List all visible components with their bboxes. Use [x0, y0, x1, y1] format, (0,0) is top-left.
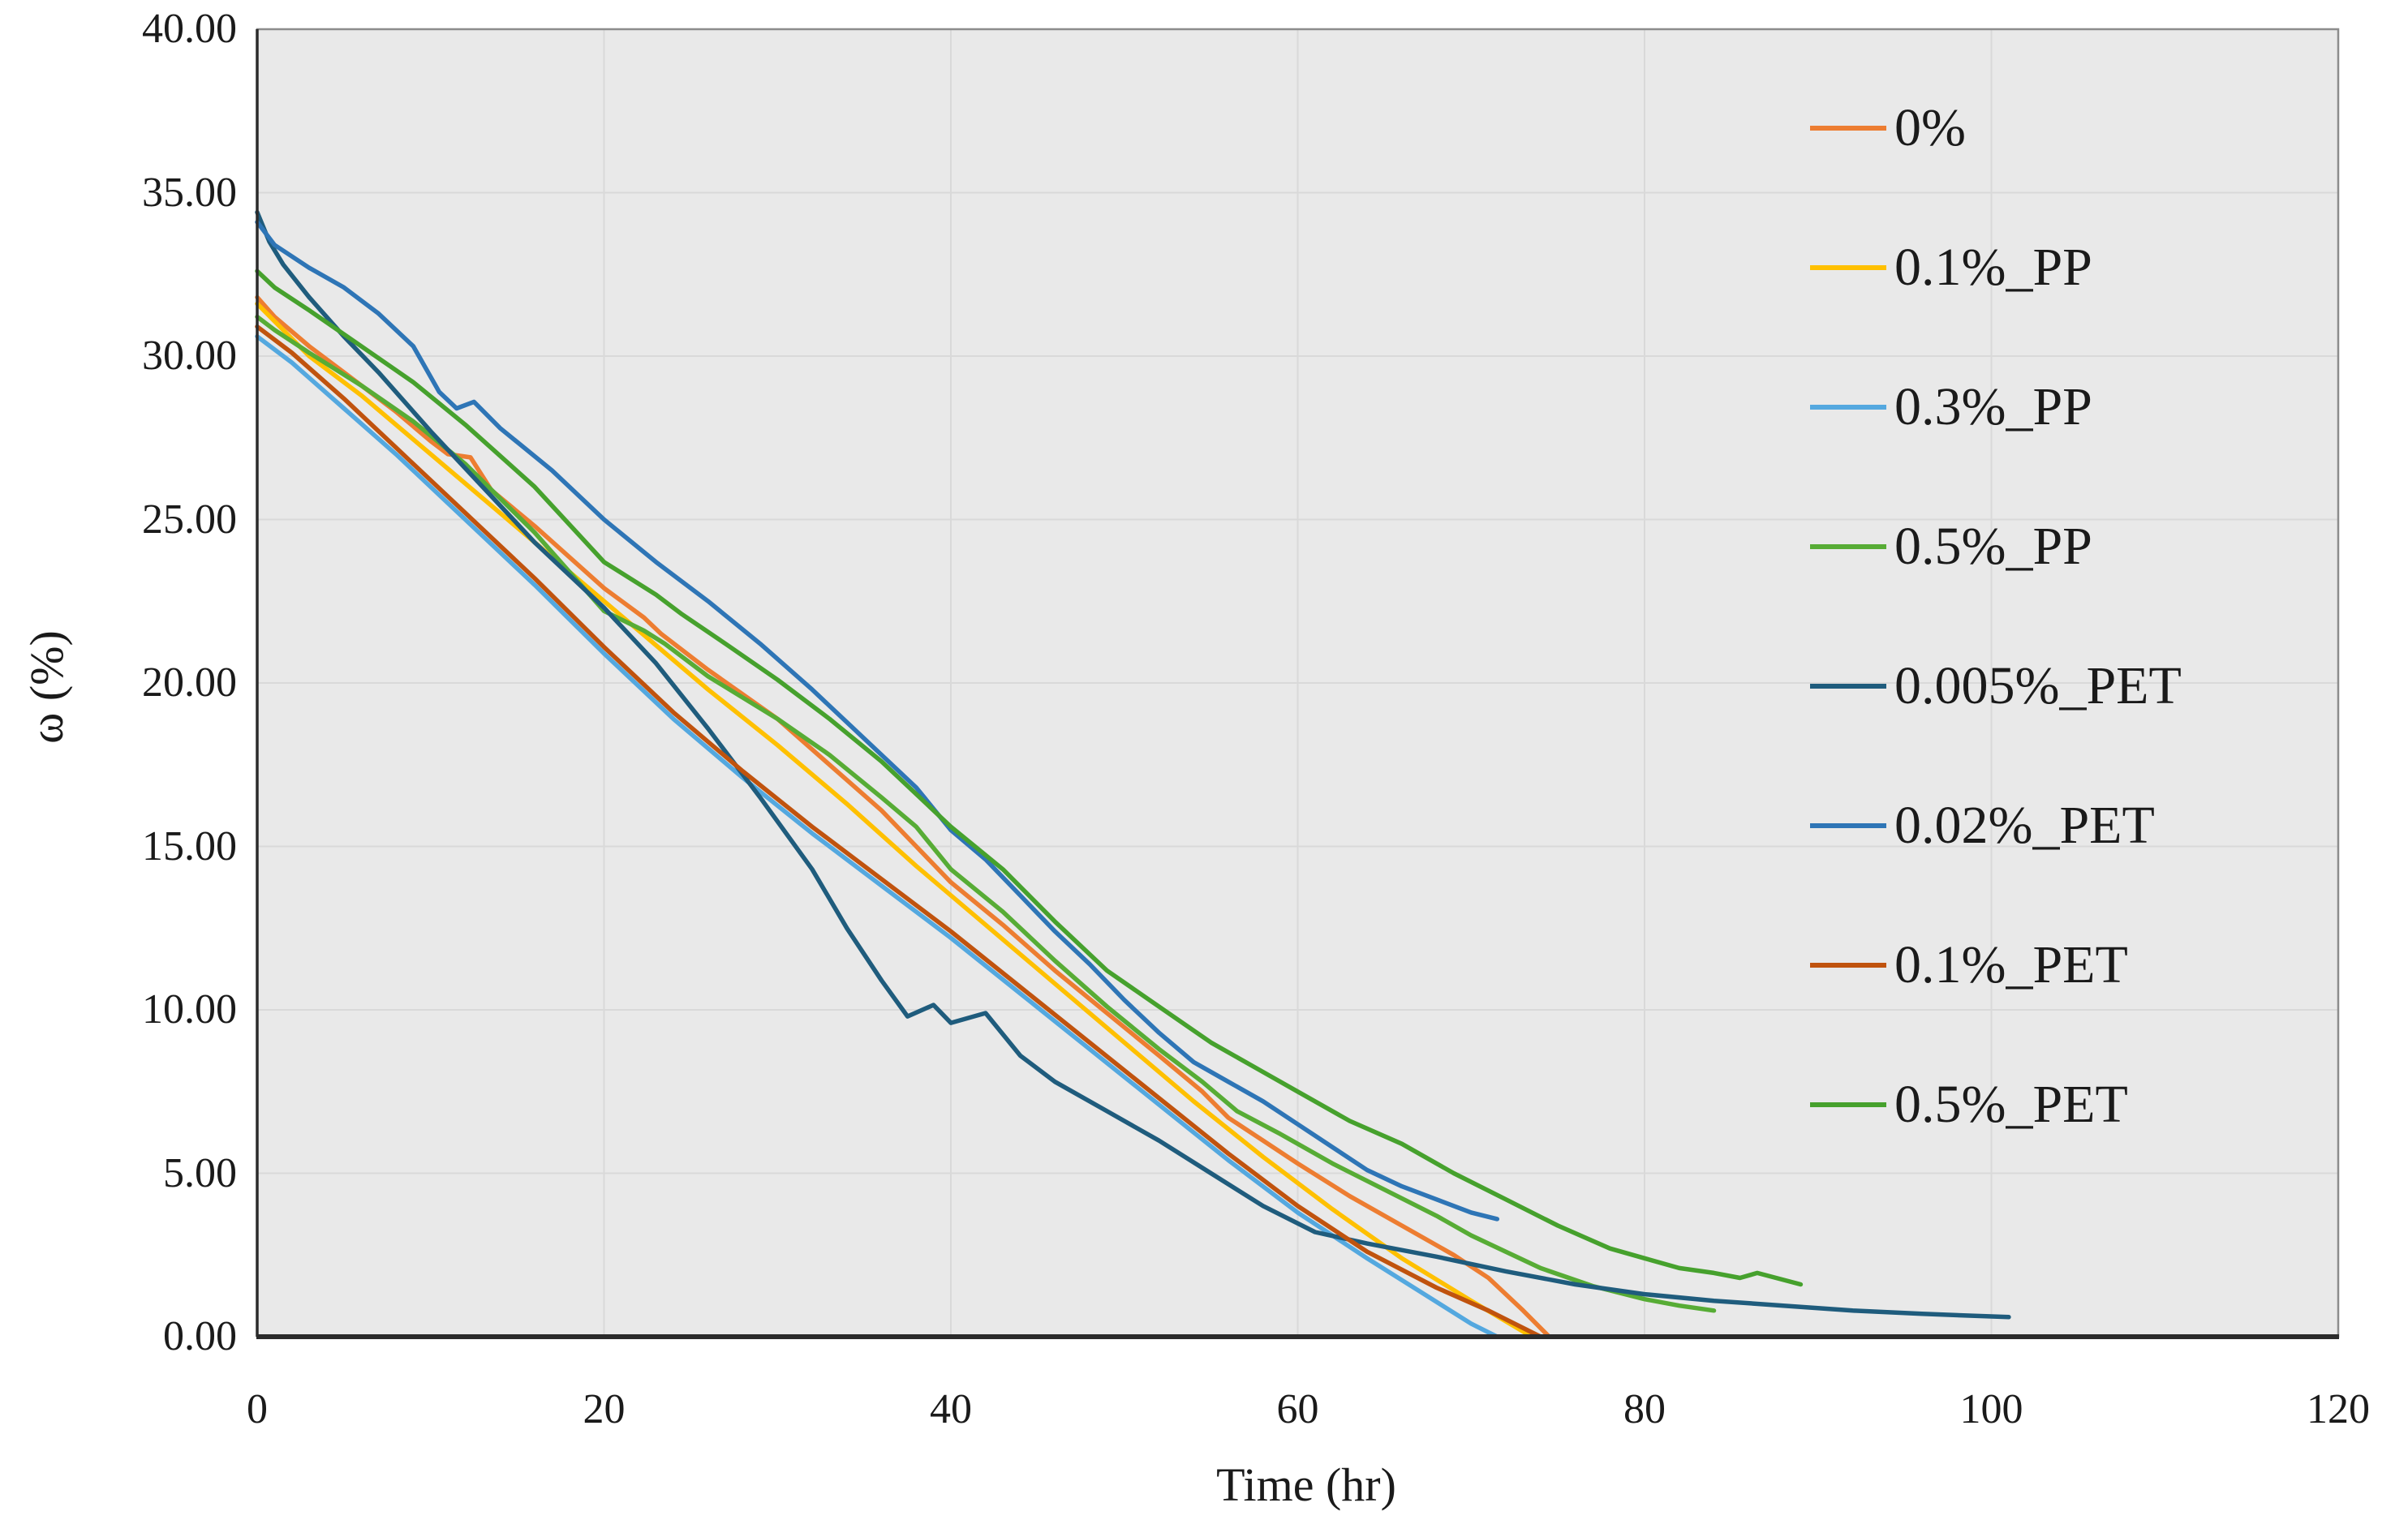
legend-label: 0% [1894, 98, 1966, 157]
legend: 0% 0.1%_PP 0.3%_PP 0.5%_PP 0.005%_PET 0.02%_P… [1810, 58, 2182, 1174]
x-tick-label: 20 [583, 1386, 626, 1432]
x-tick-label: 80 [1623, 1386, 1666, 1432]
legend-item-0.1%_PET: 0.1%_PET [1810, 895, 2182, 1035]
legend-swatch-icon [1810, 265, 1886, 270]
legend-swatch-icon [1810, 544, 1886, 549]
y-axis-title: ω (%) [20, 630, 73, 744]
x-tick-label: 60 [1276, 1386, 1319, 1432]
legend-item-0.5%_PP: 0.5%_PP [1810, 477, 2182, 616]
x-tick-label: 40 [930, 1386, 972, 1432]
x-axis-title: Time (hr) [1216, 1458, 1396, 1511]
legend-item-0.3%_PP: 0.3%_PP [1810, 337, 2182, 477]
series-line-0.005%_PET [255, 209, 2011, 1320]
legend-swatch-icon [1810, 684, 1886, 689]
series-line-0.1%_PP [255, 301, 1534, 1339]
y-tick-label: 0.00 [163, 1313, 237, 1359]
y-tick-label: 25.00 [142, 496, 237, 543]
legend-swatch-icon [1810, 963, 1886, 968]
x-tick-label: 120 [2307, 1386, 2370, 1432]
series-line-0.02%_PET [255, 220, 1500, 1222]
legend-label: 0.5%_PP [1894, 517, 2092, 576]
series-line-0% [255, 294, 1552, 1339]
legend-label: 0.3%_PP [1894, 377, 2092, 436]
legend-swatch-icon [1810, 405, 1886, 410]
x-tick-label: 0 [247, 1386, 268, 1432]
legend-label: 0.005%_PET [1894, 656, 2182, 715]
legend-item-0%: 0% [1810, 58, 2182, 198]
y-tick-label: 30.00 [142, 333, 237, 379]
series-lines [255, 209, 2011, 1339]
y-tick-label: 35.00 [142, 169, 237, 216]
y-tick-label: 5.00 [163, 1149, 237, 1196]
series-line-0.5%_PET [255, 268, 1804, 1287]
series-line-0.3%_PP [255, 334, 1500, 1339]
legend-item-0.02%_PET: 0.02%_PET [1810, 756, 2182, 895]
legend-item-0.005%_PET: 0.005%_PET [1810, 616, 2182, 756]
y-tick-label: 20.00 [142, 659, 237, 706]
y-tick-label: 15.00 [142, 822, 237, 870]
legend-item-0.5%_PET: 0.5%_PET [1810, 1035, 2182, 1174]
series-line-0.1%_PET [255, 324, 1543, 1339]
legend-swatch-icon [1810, 126, 1886, 131]
series-line-0.5%_PP [255, 314, 1717, 1313]
legend-label: 0.02%_PET [1894, 796, 2155, 855]
y-tick-label: 10.00 [142, 986, 237, 1033]
x-tick-label: 100 [1959, 1386, 2023, 1432]
legend-swatch-icon [1810, 1102, 1886, 1107]
y-tick-label: 40.00 [142, 6, 237, 52]
legend-label: 0.5%_PET [1894, 1075, 2128, 1134]
legend-item-0.1%_PP: 0.1%_PP [1810, 198, 2182, 337]
legend-label: 0.1%_PP [1894, 238, 2092, 297]
legend-label: 0.1%_PET [1894, 935, 2128, 994]
legend-swatch-icon [1810, 823, 1886, 828]
